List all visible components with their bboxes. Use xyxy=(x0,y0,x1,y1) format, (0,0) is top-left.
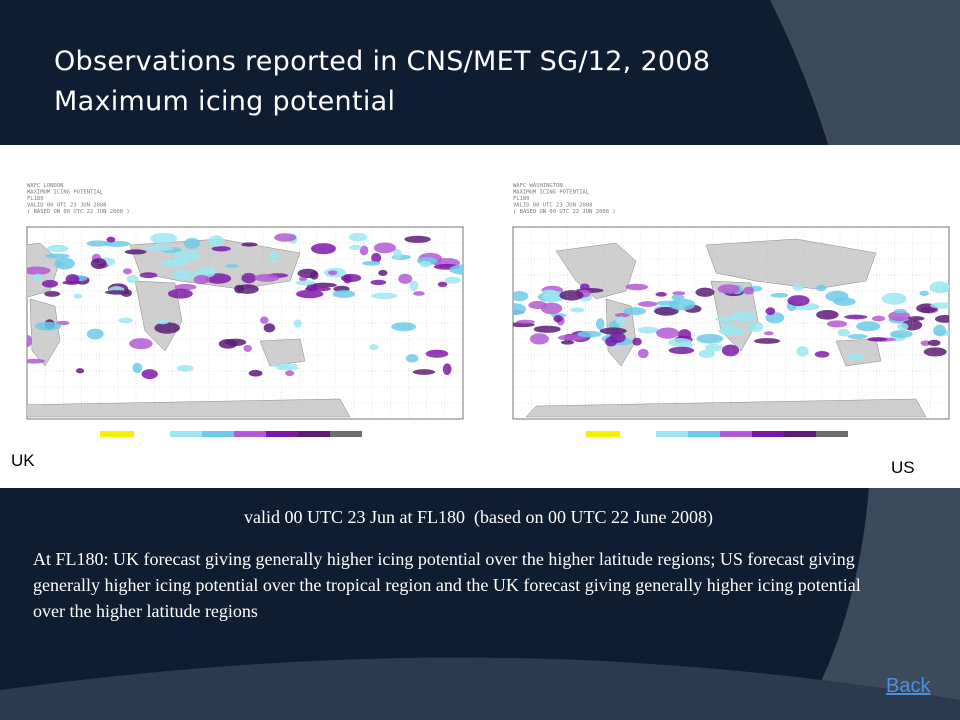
scale-swatch xyxy=(170,431,202,437)
icing-scale-bar xyxy=(586,431,848,437)
map-header-line: FL180 xyxy=(513,196,530,202)
landmass xyxy=(27,398,351,418)
scale-swatch xyxy=(234,431,266,437)
landmass xyxy=(525,398,927,418)
landmass xyxy=(555,242,637,300)
scale-swatch xyxy=(816,431,848,437)
landmass xyxy=(705,238,877,290)
scale-swatch xyxy=(720,431,752,437)
map-header-line: WAFC WASHINGTON xyxy=(513,183,563,189)
title-line-1: Observations reported in CNS/MET SG/12, … xyxy=(54,46,711,77)
maps-panel: WAFC LONDON MAXIMUM ICING POTENTIAL FL180 V… xyxy=(0,145,960,488)
map-header-line: WAFC LONDON xyxy=(27,183,63,189)
scale-swatch xyxy=(298,431,330,437)
back-link[interactable]: Back xyxy=(886,675,931,697)
scale-swatch xyxy=(688,431,720,437)
icing-patches xyxy=(513,281,949,361)
lat-lon-grid xyxy=(27,227,463,419)
scale-swatch xyxy=(266,431,298,437)
scale-swatch xyxy=(656,431,688,437)
map-header-line: ( BASED ON 00 UTC 22 JUN 2008 ) xyxy=(27,209,130,215)
map-header-line: MAXIMUM ICING POTENTIAL xyxy=(27,190,104,196)
slide-title: Observations reported in CNS/MET SG/12, … xyxy=(54,42,710,122)
map-header-line: ( BASED ON 00 UTC 22 JUN 2008 ) xyxy=(513,209,616,215)
landmass xyxy=(259,338,306,367)
lat-lon-grid xyxy=(513,227,949,419)
us-label: US xyxy=(891,458,915,477)
icing-patches xyxy=(27,232,463,380)
map-header-line: VALID 00 UTC 23 JUN 2008 xyxy=(513,203,592,209)
scale-swatch xyxy=(752,431,784,437)
landmass xyxy=(835,338,882,367)
icing-scale-bar xyxy=(100,431,362,437)
scale-swatch xyxy=(586,431,620,437)
scale-swatch xyxy=(784,431,816,437)
scale-swatch xyxy=(202,431,234,437)
scale-swatch xyxy=(100,431,134,437)
uk-icing-map: WAFC LONDON MAXIMUM ICING POTENTIAL FL180 V… xyxy=(10,181,465,448)
validity-caption: valid 00 UTC 23 Jun at FL180 (based on 0… xyxy=(244,507,713,527)
title-line-2: Maximum icing potential xyxy=(54,86,396,117)
comparison-description: At FL180: UK forecast giving generally h… xyxy=(33,549,861,621)
map-header-line: VALID 00 UTC 23 JUN 2008 xyxy=(27,203,106,209)
map-header-line: FL180 xyxy=(27,196,44,202)
scale-swatch xyxy=(330,431,362,437)
uk-label: UK xyxy=(11,451,35,470)
map-header-line: MAXIMUM ICING POTENTIAL xyxy=(513,190,590,196)
us-icing-map: WAFC WASHINGTON MAXIMUM ICING POTENTIAL FL… xyxy=(496,181,951,448)
